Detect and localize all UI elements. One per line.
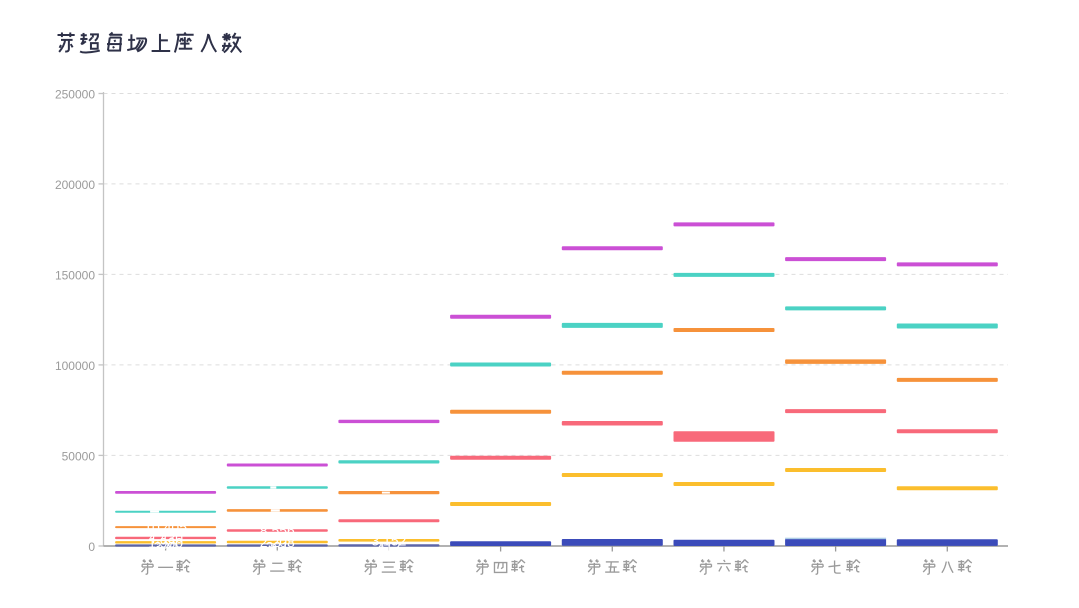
svg-text:100000: 100000 [55, 359, 95, 373]
svg-text:10,405: 10,405 [144, 519, 187, 535]
svg-text:412: 412 [377, 538, 401, 554]
svg-text:4,430: 4,430 [148, 530, 183, 546]
svg-text:150000: 150000 [55, 268, 95, 282]
svg-text:0: 0 [88, 540, 95, 554]
svg-text:2,208: 2,208 [260, 534, 295, 550]
svg-text:3,152: 3,152 [371, 532, 406, 548]
svg-text:50000: 50000 [62, 449, 96, 463]
svg-text:8,556: 8,556 [260, 523, 295, 539]
svg-text:200000: 200000 [55, 178, 95, 192]
svg-text:320: 320 [154, 538, 178, 554]
svg-text:250000: 250000 [55, 88, 95, 102]
svg-text:1,980: 1,980 [148, 534, 183, 550]
svg-text:281: 281 [266, 538, 290, 554]
